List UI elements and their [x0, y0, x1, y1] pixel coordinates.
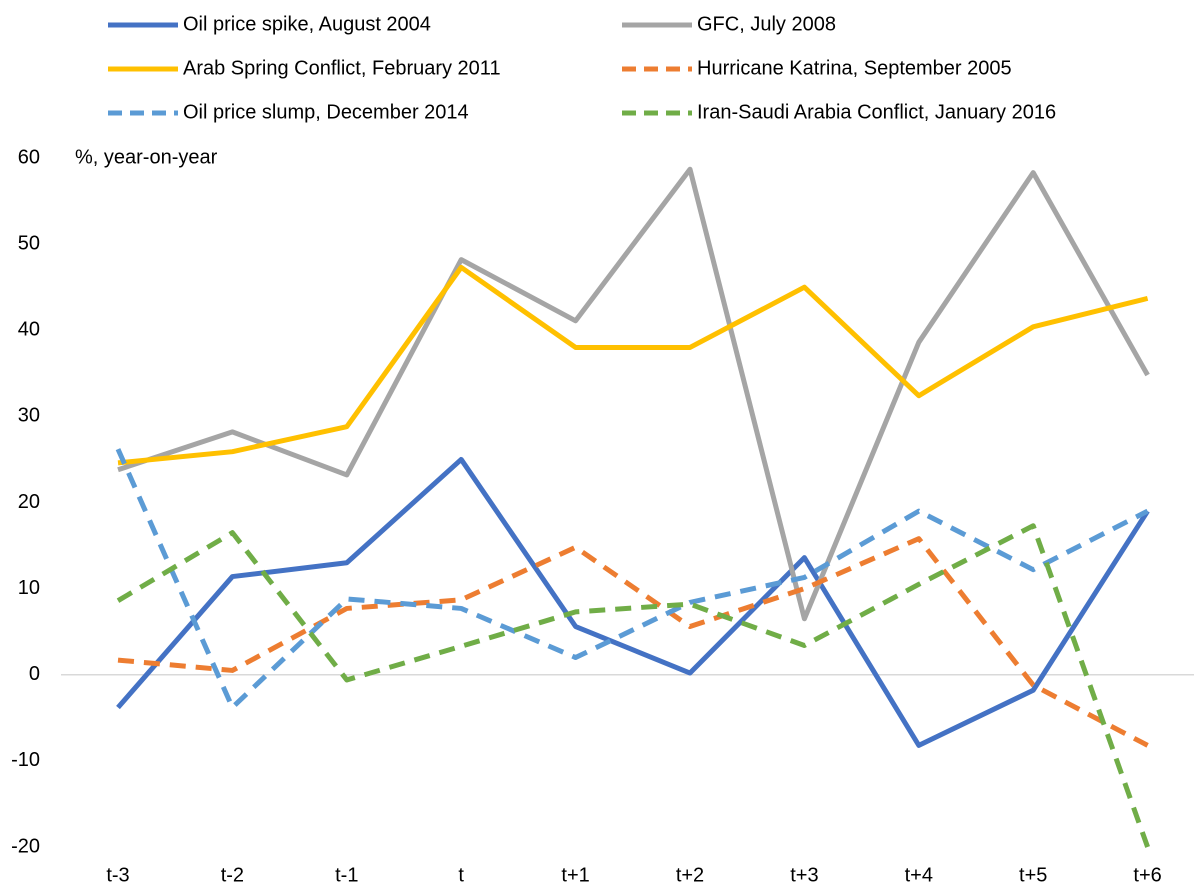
- x-tick-label: t+6: [1133, 864, 1161, 886]
- legend-label: Arab Spring Conflict, February 2011: [183, 57, 501, 79]
- legend-label: Oil price slump, December 2014: [183, 101, 469, 123]
- x-tick-label: t+3: [790, 864, 818, 886]
- series-line: [116, 523, 1150, 848]
- y-tick-label: -20: [11, 835, 40, 857]
- legend-label: Hurricane Katrina, September 2005: [697, 57, 1012, 79]
- series-line: [117, 536, 1149, 748]
- y-tick-label: 30: [18, 405, 40, 427]
- y-tick-label: 10: [18, 577, 40, 599]
- x-tick-label: t: [458, 864, 464, 886]
- x-tick-label: t+4: [905, 864, 933, 886]
- legend-label: Iran-Saudi Arabia Conflict, January 2016: [697, 101, 1056, 123]
- series-line: [116, 456, 1150, 748]
- x-tick-label: t+2: [676, 864, 704, 886]
- y-tick-label: 60: [18, 146, 40, 168]
- y-axis-label: %, year-on-year: [75, 146, 218, 168]
- x-tick-label: t+5: [1019, 864, 1047, 886]
- y-tick-label: 40: [18, 319, 40, 341]
- y-tick-label: 50: [18, 232, 40, 254]
- legend-label: Oil price spike, August 2004: [183, 13, 431, 35]
- x-tick-label: t-3: [106, 864, 129, 886]
- series-line: [117, 264, 1149, 466]
- series-line: [117, 166, 1150, 622]
- y-tick-label: 0: [29, 663, 40, 685]
- y-tick-label: 20: [18, 491, 40, 513]
- legend-label: GFC, July 2008: [697, 13, 836, 35]
- x-tick-label: t-2: [221, 864, 244, 886]
- x-tick-label: t+1: [561, 864, 589, 886]
- x-tick-label: t-1: [335, 864, 358, 886]
- y-tick-label: -10: [11, 749, 40, 771]
- series-line: [115, 448, 1149, 710]
